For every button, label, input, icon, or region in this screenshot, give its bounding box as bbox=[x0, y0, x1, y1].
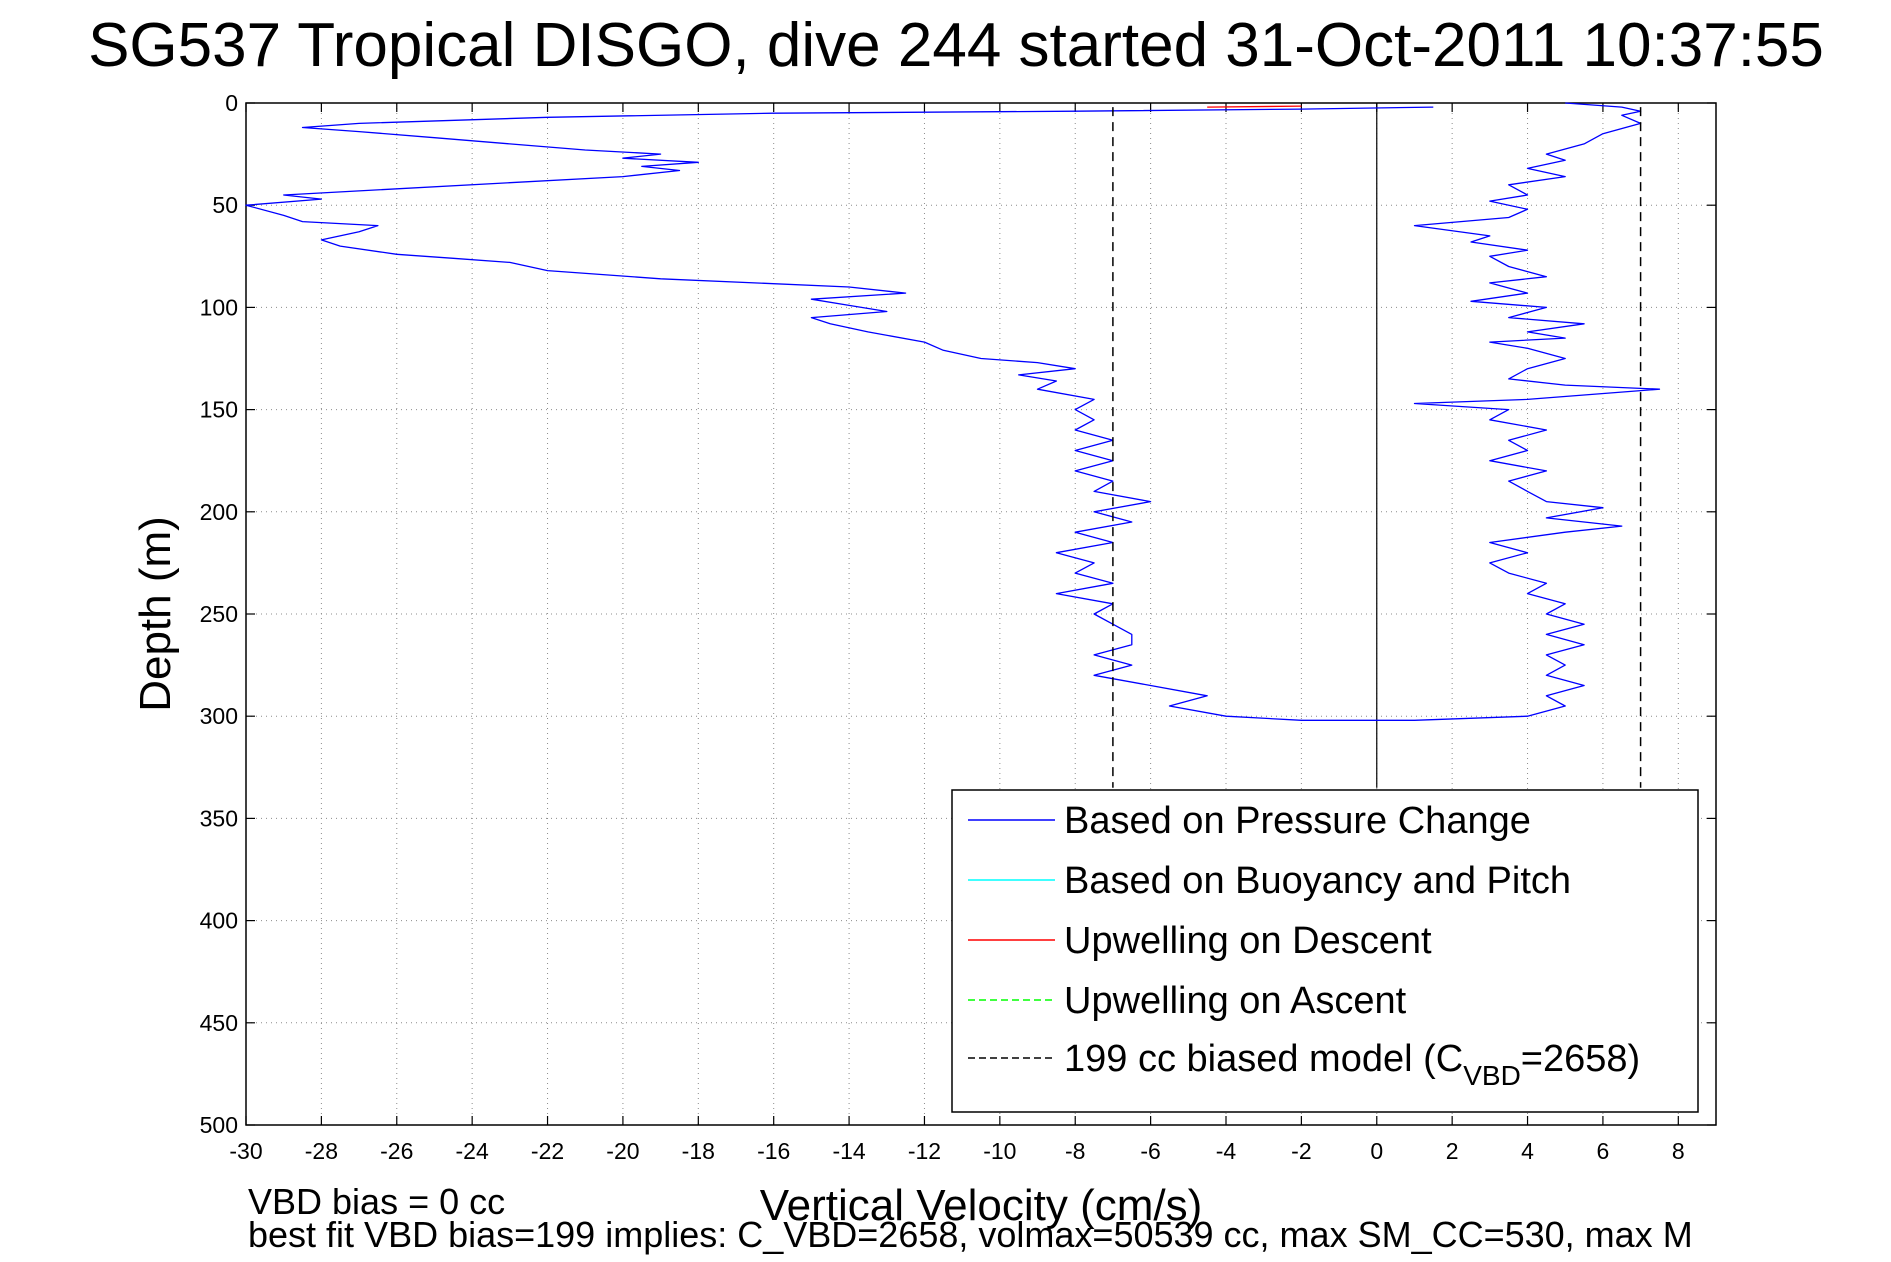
x-tick-label: -2 bbox=[1291, 1138, 1311, 1164]
y-tick-label: 150 bbox=[200, 397, 238, 423]
x-axis-label: Vertical Velocity (cm/s) bbox=[760, 1181, 1203, 1230]
x-axis-ticks: -30 -28 -26 -24 -22 -20 -18 -16 -14 -12 -10 -8 -6 -4-… bbox=[229, 103, 1685, 1164]
x-tick-label: -12 bbox=[908, 1138, 941, 1164]
legend-label-model-sub: VBD bbox=[1463, 1060, 1521, 1091]
series-line-1 bbox=[1207, 105, 1302, 108]
y-axis-ticks: 0 50 100 150 200 250 300 350 400 450 500 bbox=[200, 90, 1716, 1138]
y-tick-label: 100 bbox=[200, 294, 238, 320]
y-tick-label: 50 bbox=[212, 192, 238, 218]
x-tick-label: 0 bbox=[1370, 1138, 1383, 1164]
y-tick-label: 250 bbox=[200, 601, 238, 627]
legend-box bbox=[951, 789, 1699, 1113]
y-tick-label: 200 bbox=[200, 499, 238, 525]
x-tick-label: -4 bbox=[1216, 1138, 1237, 1164]
y-tick-label: 400 bbox=[200, 908, 238, 934]
x-tick-label: -6 bbox=[1140, 1138, 1160, 1164]
chart-title: SG537 Tropical DISGO, dive 244 started 3… bbox=[88, 11, 1824, 80]
footnote-line1: VBD bias = 0 cc bbox=[248, 1181, 505, 1222]
legend-label-descent: Upwelling on Descent bbox=[1064, 920, 1432, 962]
x-tick-label: -24 bbox=[456, 1138, 489, 1164]
y-tick-label: 450 bbox=[200, 1010, 238, 1036]
x-tick-label: -8 bbox=[1065, 1138, 1085, 1164]
x-tick-label: -22 bbox=[531, 1138, 564, 1164]
y-tick-label: 500 bbox=[200, 1112, 238, 1138]
x-tick-label: 2 bbox=[1446, 1138, 1459, 1164]
y-tick-label: 0 bbox=[225, 90, 238, 116]
footnote-line2: best fit VBD bias=199 implies: C_VBD=265… bbox=[248, 1214, 1693, 1255]
x-tick-label: 8 bbox=[1672, 1138, 1685, 1164]
x-tick-label: -10 bbox=[983, 1138, 1016, 1164]
x-tick-label: -26 bbox=[380, 1138, 413, 1164]
legend-label-ascent: Upwelling on Ascent bbox=[1064, 980, 1407, 1022]
x-tick-label: -28 bbox=[305, 1138, 338, 1164]
x-tick-label: -18 bbox=[682, 1138, 715, 1164]
x-tick-label: -30 bbox=[229, 1138, 262, 1164]
legend-label-model-tail: =2658) bbox=[1521, 1038, 1640, 1080]
legend-label-buoyancy: Based on Buoyancy and Pitch bbox=[1064, 860, 1571, 902]
x-tick-label: 4 bbox=[1521, 1138, 1534, 1164]
y-tick-label: 350 bbox=[200, 805, 238, 831]
x-tick-label: 6 bbox=[1597, 1138, 1610, 1164]
x-tick-label: -20 bbox=[606, 1138, 639, 1164]
series-line-0 bbox=[245, 102, 1661, 721]
legend-label-pressure: Based on Pressure Change bbox=[1064, 800, 1531, 842]
legend: Based on Pressure Change Based on Buoyan… bbox=[951, 789, 1699, 1113]
legend-label-model-main: 199 cc biased model (C bbox=[1064, 1038, 1463, 1080]
series-group bbox=[245, 102, 1661, 788]
legend-label-model: 199 cc biased model (CVBD=2658) bbox=[1064, 1038, 1640, 1091]
y-tick-label: 300 bbox=[200, 703, 238, 729]
x-tick-label: -16 bbox=[757, 1138, 790, 1164]
y-axis-label: Depth (m) bbox=[131, 516, 180, 712]
x-tick-label: -14 bbox=[832, 1138, 865, 1164]
